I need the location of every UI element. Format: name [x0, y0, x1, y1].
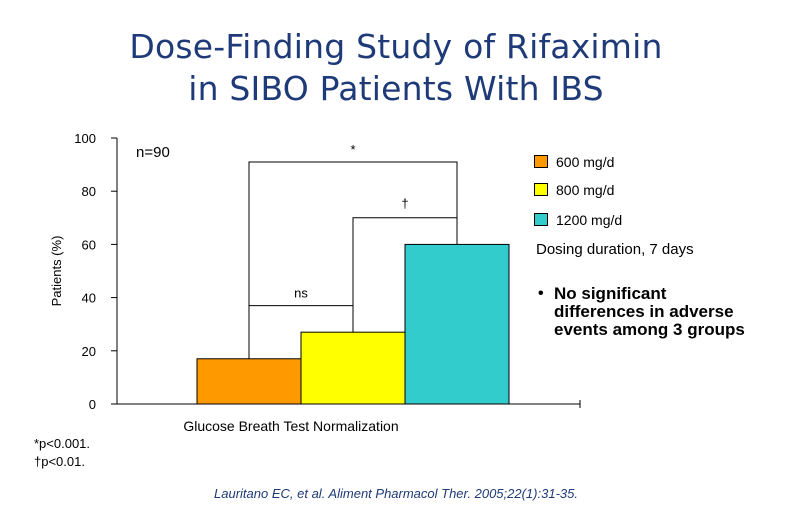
title-line-1: Dose-Finding Study of Rifaximin — [129, 27, 663, 66]
citation: Lauritano EC, et al. Aliment Pharmacol T… — [214, 486, 578, 501]
slide-title: Dose-Finding Study of Rifaximin in SIBO … — [0, 26, 792, 110]
legend-label-1200: 1200 mg/d — [556, 212, 623, 228]
bar-600-mg-d — [196, 358, 302, 405]
legend-label-600: 600 mg/d — [556, 154, 615, 170]
significance-label: * — [350, 142, 355, 157]
bullet-icon: • — [538, 285, 544, 302]
significance-bracket — [248, 161, 458, 359]
significance-bracket — [352, 217, 458, 333]
bar-1200-mg-d — [404, 243, 510, 405]
sample-size-label: n=90 — [136, 144, 170, 161]
significance-bracket — [248, 305, 354, 359]
legend-label-800: 800 mg/d — [556, 182, 615, 198]
y-tick-label: 60 — [82, 237, 96, 252]
y-axis-label: Patients (%) — [49, 236, 64, 307]
legend-swatch-1200 — [534, 213, 548, 226]
footnote-dagger: †p<0.01. — [34, 454, 85, 469]
bar-800-mg-d — [300, 331, 406, 405]
significance-label: † — [401, 196, 408, 211]
y-tick-label: 20 — [82, 344, 96, 359]
y-tick-label: 80 — [82, 184, 96, 199]
title-line-2: in SIBO Patients With IBS — [188, 69, 604, 108]
y-tick-label: 40 — [82, 291, 96, 306]
y-tick-label: 0 — [89, 397, 96, 412]
dosing-duration-note: Dosing duration, 7 days — [536, 241, 694, 258]
legend-swatch-600 — [534, 155, 548, 168]
x-axis-label: Glucose Breath Test Normalization — [183, 418, 398, 434]
bullet-text: No significant differences in adverse ev… — [554, 284, 745, 339]
footnote-star: *p<0.001. — [34, 436, 91, 451]
y-tick-label: 100 — [74, 131, 96, 146]
legend-swatch-800 — [534, 183, 548, 196]
significance-label: ns — [294, 286, 308, 301]
